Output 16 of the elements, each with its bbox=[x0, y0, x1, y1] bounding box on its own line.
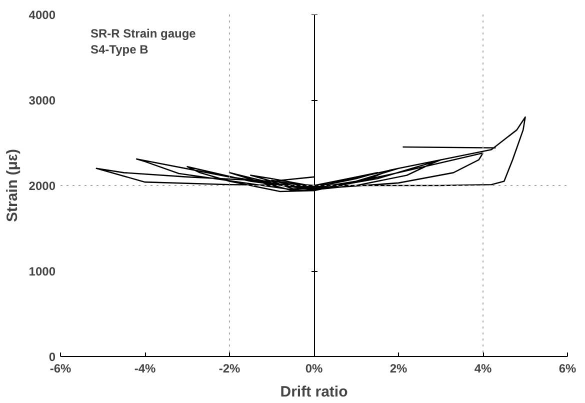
x-tick-label: 4% bbox=[474, 362, 492, 376]
x-tick-label: 6% bbox=[558, 362, 576, 376]
x-tick-label: -4% bbox=[134, 362, 156, 376]
x-tick-label: -6% bbox=[50, 362, 72, 376]
x-tick-label: 2% bbox=[390, 362, 408, 376]
y-tick-label: 4000 bbox=[28, 8, 56, 22]
y-tick-label: 0 bbox=[48, 350, 56, 364]
text: S4-Type B bbox=[90, 42, 149, 56]
x-tick-label: -2% bbox=[218, 362, 240, 376]
y-tick-label: 2000 bbox=[28, 179, 56, 193]
x-tick-label: 0% bbox=[305, 362, 323, 376]
y-tick-label: 1000 bbox=[28, 264, 56, 278]
x-axis-title: Drift ratio bbox=[280, 384, 348, 400]
text: SR-R Strain gauge bbox=[90, 26, 196, 40]
y-tick-label: 3000 bbox=[28, 94, 56, 108]
y-axis-title: Strain (με) bbox=[4, 149, 21, 222]
